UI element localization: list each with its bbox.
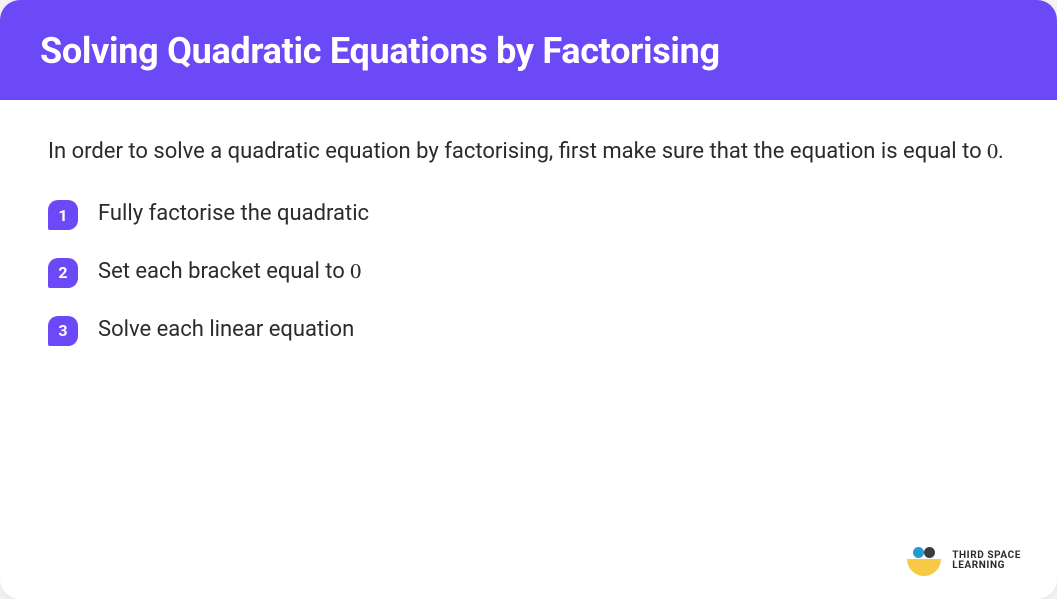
steps-list: 1 Fully factorise the quadratic 2 Set ea… bbox=[48, 199, 1009, 346]
logo-text: THIRD SPACE LEARNING bbox=[952, 551, 1021, 572]
intro-before: In order to solve a quadratic equation b… bbox=[48, 139, 987, 164]
step-label: Fully factorise the quadratic bbox=[98, 201, 369, 226]
intro-text: In order to solve a quadratic equation b… bbox=[48, 134, 1009, 171]
step-number-badge: 3 bbox=[48, 316, 78, 346]
step-label: Set each bracket equal to bbox=[98, 259, 350, 284]
logo-dot-2 bbox=[924, 547, 935, 558]
intro-math: 0 bbox=[987, 142, 998, 164]
logo-arc bbox=[907, 559, 941, 576]
step-math: 0 bbox=[350, 262, 361, 284]
logo-line-2: LEARNING bbox=[952, 561, 1021, 572]
step-label: Solve each linear equation bbox=[98, 317, 354, 342]
step-item: 2 Set each bracket equal to 0 bbox=[48, 257, 1009, 289]
step-text: Solve each linear equation bbox=[98, 315, 354, 347]
step-item: 3 Solve each linear equation bbox=[48, 315, 1009, 347]
step-number-badge: 2 bbox=[48, 258, 78, 288]
card-body: In order to solve a quadratic equation b… bbox=[0, 100, 1057, 599]
step-text: Set each bracket equal to 0 bbox=[98, 257, 361, 289]
step-number-badge: 1 bbox=[48, 200, 78, 230]
logo-dot-1 bbox=[913, 547, 924, 558]
step-item: 1 Fully factorise the quadratic bbox=[48, 199, 1009, 231]
lesson-card: Solving Quadratic Equations by Factorisi… bbox=[0, 0, 1057, 599]
logo-icon bbox=[906, 547, 942, 575]
brand-logo: THIRD SPACE LEARNING bbox=[906, 547, 1021, 575]
intro-after: . bbox=[998, 139, 1004, 164]
card-title: Solving Quadratic Equations by Factorisi… bbox=[40, 30, 1017, 72]
card-header: Solving Quadratic Equations by Factorisi… bbox=[0, 0, 1057, 100]
step-text: Fully factorise the quadratic bbox=[98, 199, 369, 231]
